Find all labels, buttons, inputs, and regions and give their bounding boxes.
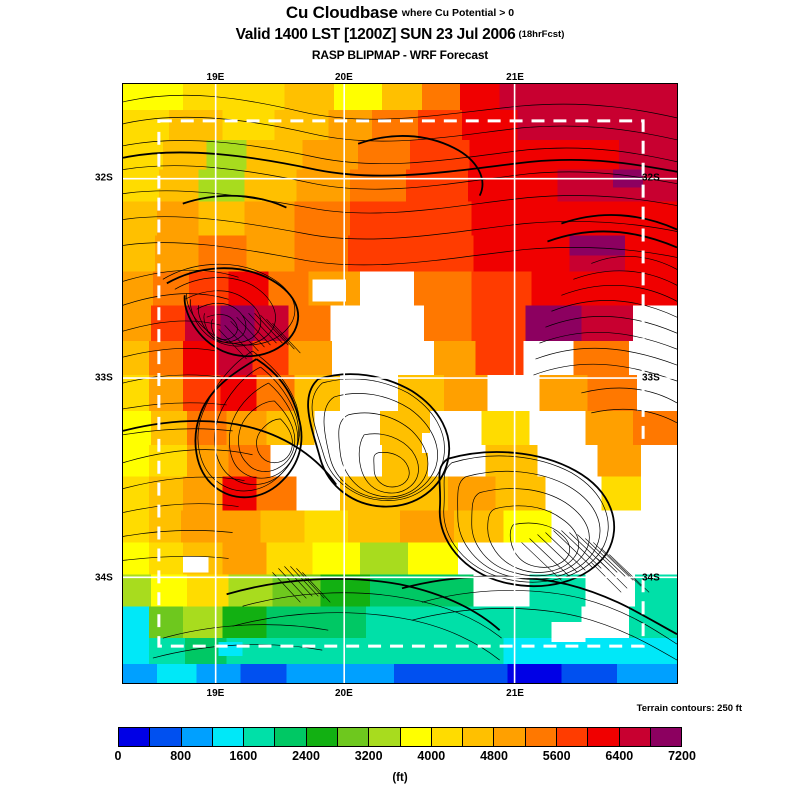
colorbar-swatch-4400[interactable] — [463, 728, 495, 746]
colorbar-swatch-4800[interactable] — [494, 728, 526, 746]
title-line-primary: Cu Cloudbase where Cu Potential > 0 — [0, 4, 800, 22]
forecast-domain-box — [157, 119, 645, 648]
colorbar-swatch-3600[interactable] — [400, 728, 432, 746]
lat-label-right-34s: 34S — [642, 572, 660, 584]
colorbar-swatch-1200[interactable] — [212, 728, 245, 746]
colorbar-swatch-400[interactable] — [150, 728, 182, 746]
colorbar-tick-4000: 4000 — [417, 749, 446, 763]
colorbar-swatch-6800[interactable] — [650, 728, 682, 746]
colorbar-swatch-5200[interactable] — [525, 728, 557, 746]
forecast-hour-label: (18hrFcst) — [518, 29, 565, 40]
colorbar-swatch-6400[interactable] — [619, 728, 651, 746]
colorbar-swatch-2000[interactable] — [275, 728, 307, 746]
forecast-map[interactable]: 19E 20E 21E 19E 20E 21E 32S 33S 34S 32S … — [95, 72, 678, 699]
colorbar-units-label: (ft) — [392, 772, 408, 784]
colorbar-swatch-2400[interactable] — [306, 728, 338, 746]
chart-title-block: Cu Cloudbase where Cu Potential > 0 Valid… — [0, 4, 800, 63]
colorbar-swatch-6000[interactable] — [588, 728, 620, 746]
colorbar-swatches[interactable] — [118, 727, 682, 747]
colorbar-legend[interactable]: 0 800 1600 2400 3200 4000 4800 5600 6400 7200 (ft… — [114, 727, 696, 784]
colorbar-tick-1600: 1600 — [229, 749, 258, 763]
title-qualifier: where Cu Potential > 0 — [401, 7, 515, 19]
colorbar-tick-2400: 2400 — [292, 749, 320, 763]
page-title: Cu Cloudbase — [285, 3, 398, 22]
colorbar-swatch-4000[interactable] — [431, 728, 464, 746]
colorbar-tick-6400: 6400 — [605, 749, 634, 763]
lon-label-bottom-20e: 20E — [334, 688, 353, 699]
title-line-valid: Valid 1400 LST [1200Z] SUN 23 Jul 2006 (1… — [0, 27, 800, 43]
valid-time-label: Valid 1400 LST [1200Z] SUN 23 Jul 2006 — [235, 26, 516, 43]
colorbar-tick-7200: 7200 — [668, 749, 696, 763]
lon-label-top-20e: 20E — [334, 72, 353, 83]
lat-label-left-32s: 32S — [95, 172, 113, 184]
colorbar-tick-3200: 3200 — [354, 749, 383, 763]
colorbar-tick-800: 800 — [170, 749, 192, 763]
colorbar-swatch-2800[interactable] — [337, 728, 370, 746]
terrain-contour-layer — [123, 94, 677, 661]
map-gridline-layer — [123, 84, 677, 683]
title-line-model: RASP BLIPMAP - WRF Forecast — [0, 47, 800, 63]
lat-label-left-33s: 33S — [95, 372, 113, 384]
colorbar-tick-labels: 0 800 1600 2400 3200 4000 4800 5600 6400 7200 — [114, 749, 696, 765]
lat-label-right-33s: 33S — [642, 372, 660, 384]
lon-label-bottom-19e: 19E — [206, 688, 225, 699]
model-source-label: RASP BLIPMAP - WRF Forecast — [311, 48, 489, 62]
lat-label-right-32s: 32S — [642, 172, 660, 184]
colorbar-swatch-800[interactable] — [181, 728, 213, 746]
lon-label-top-19e: 19E — [206, 72, 225, 83]
colorbar-tick-5600: 5600 — [542, 749, 571, 763]
colorbar-swatch-5600[interactable] — [556, 728, 589, 746]
colorbar-swatch-1600[interactable] — [244, 728, 276, 746]
map-frame — [122, 83, 678, 684]
colorbar-swatch-0[interactable] — [119, 728, 151, 746]
terrain-contour-note: Terrain contours: 250 ft — [636, 703, 742, 714]
lat-label-left-34s: 34S — [95, 572, 113, 584]
colorbar-tick-4800: 4800 — [480, 749, 508, 763]
lon-label-top-21e: 21E — [506, 72, 524, 83]
lon-label-bottom-21e: 21E — [506, 688, 524, 699]
colorbar-tick-0: 0 — [114, 749, 122, 763]
colorbar-swatch-3200[interactable] — [369, 728, 401, 746]
